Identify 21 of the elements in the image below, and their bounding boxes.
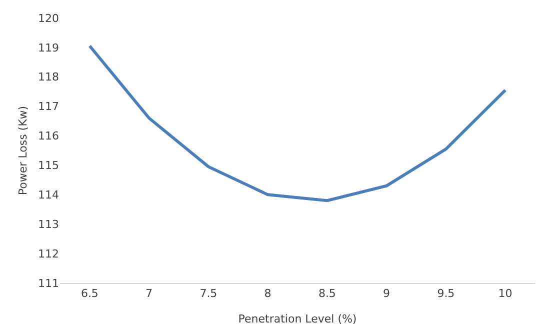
x-tick-label: 7 <box>146 287 153 300</box>
y-tick-label: 116 <box>38 130 59 143</box>
y-tick-label: 114 <box>38 188 59 202</box>
y-tick-label: 119 <box>38 41 59 54</box>
x-tick-label: 8 <box>264 287 272 300</box>
y-tick-label: 115 <box>38 159 59 172</box>
y-tick-label: 120 <box>38 12 59 25</box>
y-axis-title: Power Loss (Kw) <box>16 106 30 196</box>
line-series <box>88 44 507 202</box>
y-tick-label: 112 <box>38 247 59 260</box>
x-axis-title: Penetration Level (%) <box>238 312 357 326</box>
y-tick-label: 117 <box>38 100 59 114</box>
x-tick-label: 9 <box>383 287 390 300</box>
y-tick-label: 111 <box>38 276 59 290</box>
x-tick-label: 6.5 <box>80 287 98 300</box>
x-tick-label: 7.5 <box>200 287 218 300</box>
x-tick-label: 9.5 <box>437 287 455 300</box>
x-tick-label: 10 <box>498 287 512 300</box>
x-tick-label: 8.5 <box>318 287 336 300</box>
y-tick-label: 113 <box>38 218 59 231</box>
y-tick-label: 118 <box>38 70 59 84</box>
